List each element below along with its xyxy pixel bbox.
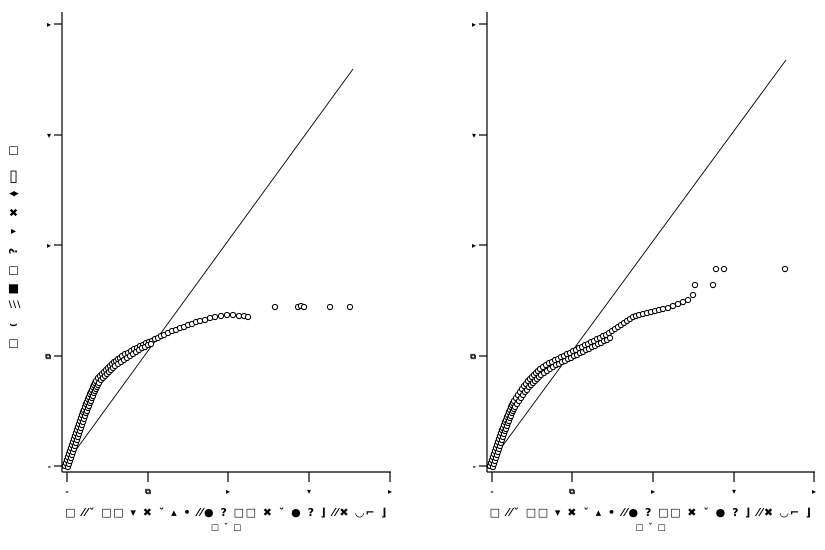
left-plot-data-point [147,340,155,348]
left-plot-data-point [235,312,243,320]
right-plot-data-point [659,305,667,313]
right-plot-data-point [664,304,672,312]
y-axis-label-glyph: ▯ [9,166,18,185]
right-plot-y-tick-label: ▸ [472,20,476,29]
y-axis-label-glyph: ∖∖∖ [7,300,22,311]
y-axis-label-glyph: ⌣ [9,317,18,331]
right-plot-y-tick-label: ▾ [472,131,476,140]
left-plot-y-tick-label: ▸ [47,20,51,29]
right-plot-x-tick-label: ▾ [732,487,736,496]
y-axis-label-glyph: □ [8,143,19,157]
right-plot-y-tick-label: - [473,462,476,471]
left-plot-x-tick-label: ⧉ [145,487,151,496]
right-plot-data-point [684,296,692,304]
right-plot-x-tick-label: ⧉ [569,487,575,496]
left-plot-y-tick-label: - [48,462,51,471]
right-plot-reference-line [489,59,787,464]
left-plot-x-tick-label: ▸ [388,487,392,496]
y-axis-label-glyph: ▸ [10,226,17,237]
left-plot-data-point [346,303,354,311]
left-plot-data-point [206,314,214,322]
left-plot-y-tick-label: ⧉ [45,352,51,361]
right-plot-x-axis-label: □ ⁄⁄ˇ □□ ▾ ✖ ˇ ▴ • ⁄⁄● ? □□ ✖ ˇ ● ? ⌋ ⁄⁄… [489,506,813,519]
left-plot-data-point [300,303,308,311]
left-plot-data-point [201,316,209,324]
y-axis-label-glyph: □ [8,336,19,350]
right-plot-y-tick-label: ⧉ [470,352,476,361]
y-axis-label-glyph: □ [8,263,19,277]
right-plot-data-point [720,265,728,273]
right-plot-data-point [689,291,697,299]
right-plot-data-point [679,298,687,306]
left-plot-x-axis-label: □ ⁄⁄ˇ □□ ▾ ✖ ˇ ▴ • ⁄⁄● ? □□ ✖ ˇ ● ? ⌋ ⁄⁄… [65,506,388,519]
y-axis-label-glyph: ✖ [8,206,19,220]
right-plot-x-tick-label: - [490,487,493,496]
left-plot-data-point [211,313,219,321]
right-plot-x-axis-sublabel: □ ˇ □ [635,523,667,533]
left-plot-reference-line [64,68,354,466]
right-plot-data-point [669,302,677,310]
right-plot-data-point [781,265,789,273]
y-axis-label-glyph: ◀▶ [9,189,19,198]
y-axis-label-glyph: ■ [7,281,20,295]
right-plot-data-point [674,300,682,308]
left-plot-data-point [229,311,237,319]
right-plot-x-tick-label: ▸ [812,487,816,496]
right-plot-data-point [691,281,699,289]
left-plot-y-tick-label: ▾ [47,131,51,140]
left-plot-y-tick-label: ▸ [47,241,51,250]
y-axis-label: □ ▯ ◀▶ ✖ ▸? □ ■ ∖∖∖ ⌣ □ [0,0,27,550]
right-plot-x-tick-label: ▸ [651,487,655,496]
left-plot-x-tick-label: - [65,487,68,496]
left-plot-data-point [326,303,334,311]
left-plot-x-tick-label: ▸ [226,487,230,496]
left-plot-x-tick-label: ▾ [307,487,311,496]
left-plot-data-point [244,313,252,321]
left-plot-x-axis-sublabel: □ ˇ □ [210,523,243,533]
right-plot-data-point [709,281,717,289]
left-plot-data-point [196,317,204,325]
right-plot-y-tick-label: ▸ [472,241,476,250]
left-plot-data-point [271,303,279,311]
right-plot-data-point [712,265,720,273]
y-axis-label-glyph: ? [7,247,20,255]
right-plot-data-point [606,334,614,342]
left-plot-data-point [217,312,225,320]
left-plot-data-point [223,311,231,319]
